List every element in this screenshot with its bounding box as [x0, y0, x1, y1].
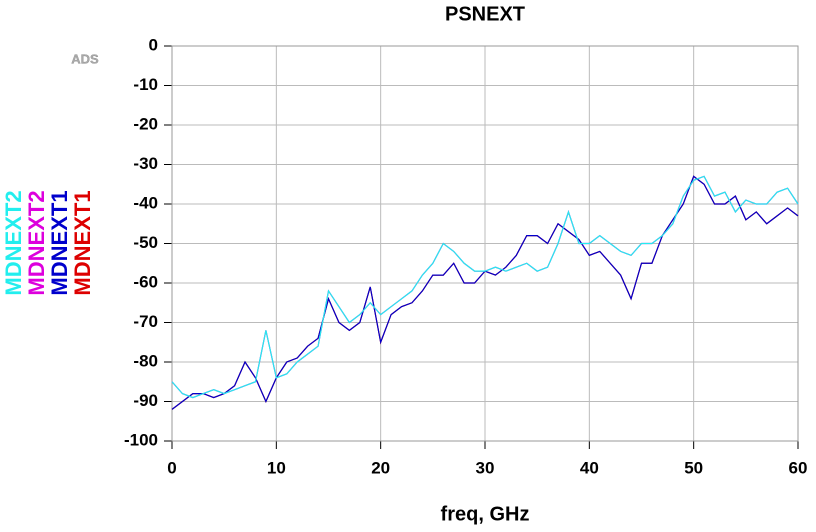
x-tick-label: 30 — [476, 458, 495, 477]
y-tick-label: -90 — [133, 391, 158, 410]
y-tick-label: -10 — [133, 75, 158, 94]
x-tick-label: 0 — [167, 458, 176, 477]
legend-entry: MDNEXT1 — [70, 190, 95, 295]
legend-entry: MDNEXT2 — [24, 190, 49, 295]
y-tick-label: -30 — [133, 154, 158, 173]
x-tick-label: 10 — [267, 458, 286, 477]
chart-title: PSNEXT — [445, 3, 525, 25]
legend-entry: MDNEXT1 — [47, 190, 72, 295]
y-tick-label: -80 — [133, 351, 158, 370]
data-line — [171, 175, 799, 399]
legend-entry: MDNEXT2 — [1, 190, 26, 295]
y-tick-label: 0 — [149, 35, 158, 54]
x-axis-label: freq, GHz — [441, 503, 530, 525]
y-tick-label: -70 — [133, 312, 158, 331]
x-tick-label: 50 — [684, 458, 703, 477]
plot-frame — [171, 45, 799, 442]
y-tick-label: -40 — [133, 193, 158, 212]
x-tick-label: 20 — [371, 458, 390, 477]
y-tick-label: -60 — [133, 272, 158, 291]
x-tick-label: 60 — [789, 458, 808, 477]
y-tick-label: -50 — [133, 233, 158, 252]
y-tick-label: -100 — [124, 430, 158, 449]
x-tick-label: 40 — [580, 458, 599, 477]
watermark: ADS — [71, 51, 99, 66]
y-tick-label: -20 — [133, 114, 158, 133]
